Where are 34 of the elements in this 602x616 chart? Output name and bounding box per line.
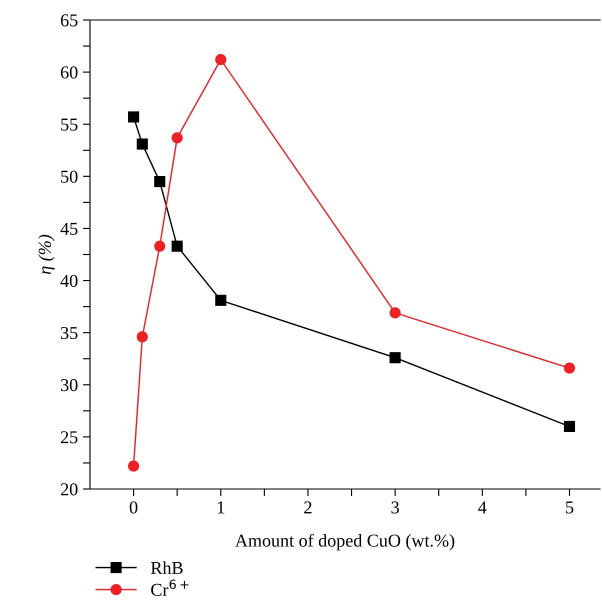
y-tick-label: 45: [60, 222, 78, 235]
point: [390, 352, 401, 364]
y-tick-label: 20: [60, 483, 78, 496]
point: [128, 111, 140, 122]
point: [128, 460, 140, 472]
x-tick-label: 3: [391, 501, 399, 514]
y-axis-title: η (%): [38, 234, 55, 274]
point: [564, 362, 576, 374]
x-tick-label: 0: [130, 501, 138, 514]
y-tick-label: 25: [60, 431, 78, 444]
x-tick-label: 5: [566, 502, 574, 514]
y-tick-label: 55: [61, 118, 78, 131]
point: [136, 138, 148, 150]
y-tick-label: 65: [60, 14, 78, 26]
point: [390, 307, 401, 318]
y-tick-label: 40: [60, 274, 78, 287]
point: [215, 54, 226, 66]
x-tick-label: 1: [218, 501, 224, 514]
x-axis-title: Amount of doped CuO (wt.%): [235, 534, 454, 550]
x-tick-label: 2: [304, 501, 312, 514]
point: [564, 420, 576, 432]
point: [154, 176, 166, 188]
y-tick-label: 50: [61, 170, 78, 183]
y-tick-label: 30: [61, 379, 78, 392]
y-tick-label: 60: [60, 66, 78, 79]
x-tick-label: 4: [478, 501, 487, 514]
point: [172, 132, 183, 144]
point: [172, 240, 183, 252]
legend-label: Cr$^{6+}$: [151, 579, 188, 596]
point: [154, 240, 166, 252]
legend-label: RhB: [150, 561, 183, 574]
y-tick-label: 35: [61, 326, 78, 340]
point: [215, 294, 226, 306]
point: [136, 331, 148, 342]
